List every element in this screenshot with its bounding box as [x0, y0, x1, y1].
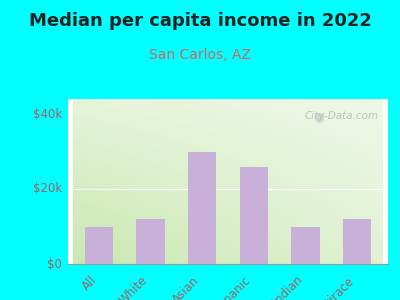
Text: $0: $0 [47, 257, 62, 271]
Text: $40k: $40k [33, 107, 62, 121]
Bar [240, 167, 268, 264]
Bar [136, 219, 165, 264]
Bar [343, 219, 371, 264]
Text: Median per capita income in 2022: Median per capita income in 2022 [28, 12, 372, 30]
Text: City-Data.com: City-Data.com [304, 110, 378, 121]
Text: $20k: $20k [33, 182, 62, 196]
Text: San Carlos, AZ: San Carlos, AZ [149, 48, 251, 62]
Bar [188, 152, 216, 264]
Bar [85, 226, 113, 264]
Bar [291, 226, 320, 264]
Text: ●: ● [313, 110, 324, 124]
